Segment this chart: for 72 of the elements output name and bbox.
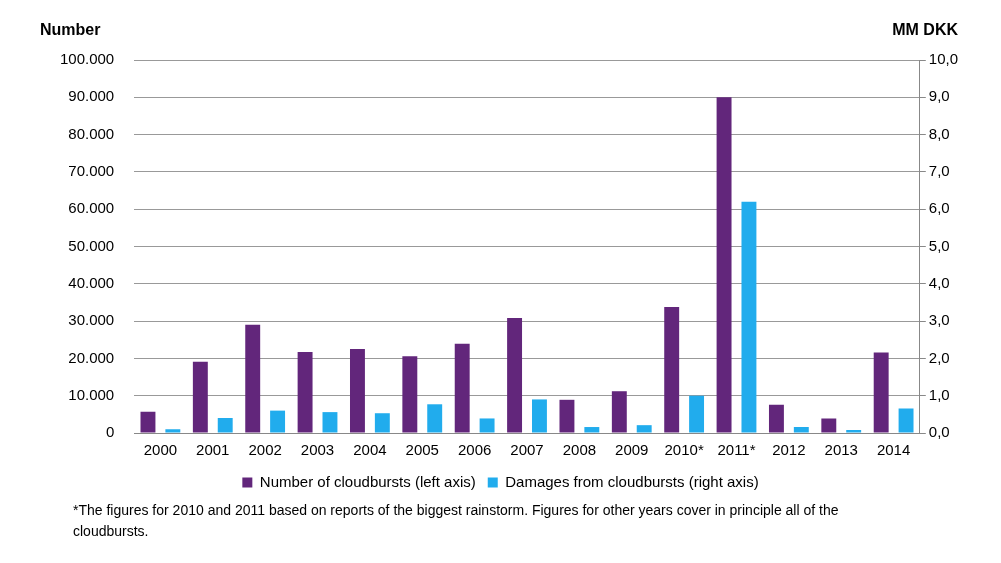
- bar: [689, 395, 705, 433]
- bar: [165, 429, 181, 433]
- x-tick-label: 2009: [615, 441, 649, 459]
- x-tick-label: 2003: [300, 441, 335, 459]
- y-axis-title: Number: [40, 21, 101, 39]
- y-tick-label: 70.000: [68, 162, 115, 180]
- x-tick-label: 2004: [353, 441, 387, 459]
- bar: [531, 399, 547, 433]
- y2-tick-label: 10,0: [928, 50, 959, 68]
- x-tick-label: 2007: [510, 441, 544, 459]
- bar: [584, 427, 600, 433]
- bar: [454, 343, 470, 433]
- y2-tick-label: 7,0: [928, 162, 950, 180]
- y2-tick-label: 1,0: [928, 385, 950, 403]
- legend-label: Number of cloudbursts (left axis): [259, 472, 476, 490]
- bar: [768, 404, 784, 433]
- y-tick-label: 30.000: [68, 311, 115, 329]
- y2-tick-label: 2,0: [928, 348, 950, 366]
- bar: [636, 425, 652, 433]
- bar: [427, 404, 443, 433]
- y-tick-label: 90.000: [68, 87, 115, 105]
- x-tick-label: 2010*: [664, 441, 704, 459]
- y2-tick-label: 8,0: [928, 124, 950, 142]
- x-tick-label: 2008: [562, 441, 597, 459]
- y2-tick-label: 6,0: [928, 199, 950, 217]
- y2-axis-title: MM DKK: [892, 21, 959, 39]
- y2-tick-label: 4,0: [928, 273, 950, 291]
- bar: [192, 361, 208, 433]
- legend-label: Damages from cloudbursts (right axis): [505, 472, 759, 490]
- bar: [350, 349, 365, 433]
- bar: [507, 318, 523, 433]
- bar: [374, 413, 390, 433]
- bar: [821, 418, 837, 433]
- bar: [716, 97, 732, 433]
- x-tick-label: 2000: [143, 441, 178, 459]
- y2-tick-label: 3,0: [928, 311, 950, 329]
- y2-tick-label: 0,0: [928, 423, 950, 441]
- y-tick-label: 0: [105, 423, 115, 441]
- bar: [846, 430, 862, 433]
- y-tick-label: 80.000: [68, 124, 115, 142]
- y-tick-label: 10.000: [68, 385, 115, 403]
- y2-tick-label: 5,0: [928, 236, 950, 254]
- x-tick-label: 2011*: [717, 441, 756, 459]
- x-tick-label: 2002: [248, 441, 282, 459]
- y-tick-label: 50.000: [68, 236, 115, 254]
- y-tick-label: 20.000: [68, 348, 115, 366]
- x-tick-label: 2012: [772, 441, 806, 459]
- x-tick-label: 2006: [457, 441, 492, 459]
- x-tick-label: 2001: [196, 441, 230, 459]
- y-tick-label: 100.000: [59, 50, 115, 68]
- text: *The figures for 2010 and 2011 based on reports of the biggest rainstorm. Figures for other years cover in principle all of the cloudbursts.: [73, 501, 840, 541]
- bar: [559, 399, 575, 433]
- y-tick-label: 40.000: [68, 273, 115, 291]
- bar: [479, 418, 495, 433]
- bar: [245, 324, 261, 433]
- bar: [741, 201, 757, 433]
- x-tick-label: 2013: [824, 441, 858, 459]
- bar: [270, 410, 286, 433]
- bar: [402, 356, 418, 433]
- bar: [217, 418, 233, 433]
- y2-tick-label: 9,0: [928, 87, 950, 105]
- bar: [297, 352, 313, 433]
- bar: [611, 391, 627, 433]
- bar: [793, 427, 809, 433]
- bar: [140, 411, 156, 433]
- y-tick-label: 60.000: [68, 199, 115, 217]
- bar: [664, 306, 680, 433]
- x-tick-label: 2005: [405, 441, 439, 459]
- bar: [898, 408, 914, 433]
- bar: [322, 412, 338, 433]
- bar: [873, 352, 889, 433]
- x-tick-label: 2014: [876, 441, 911, 459]
